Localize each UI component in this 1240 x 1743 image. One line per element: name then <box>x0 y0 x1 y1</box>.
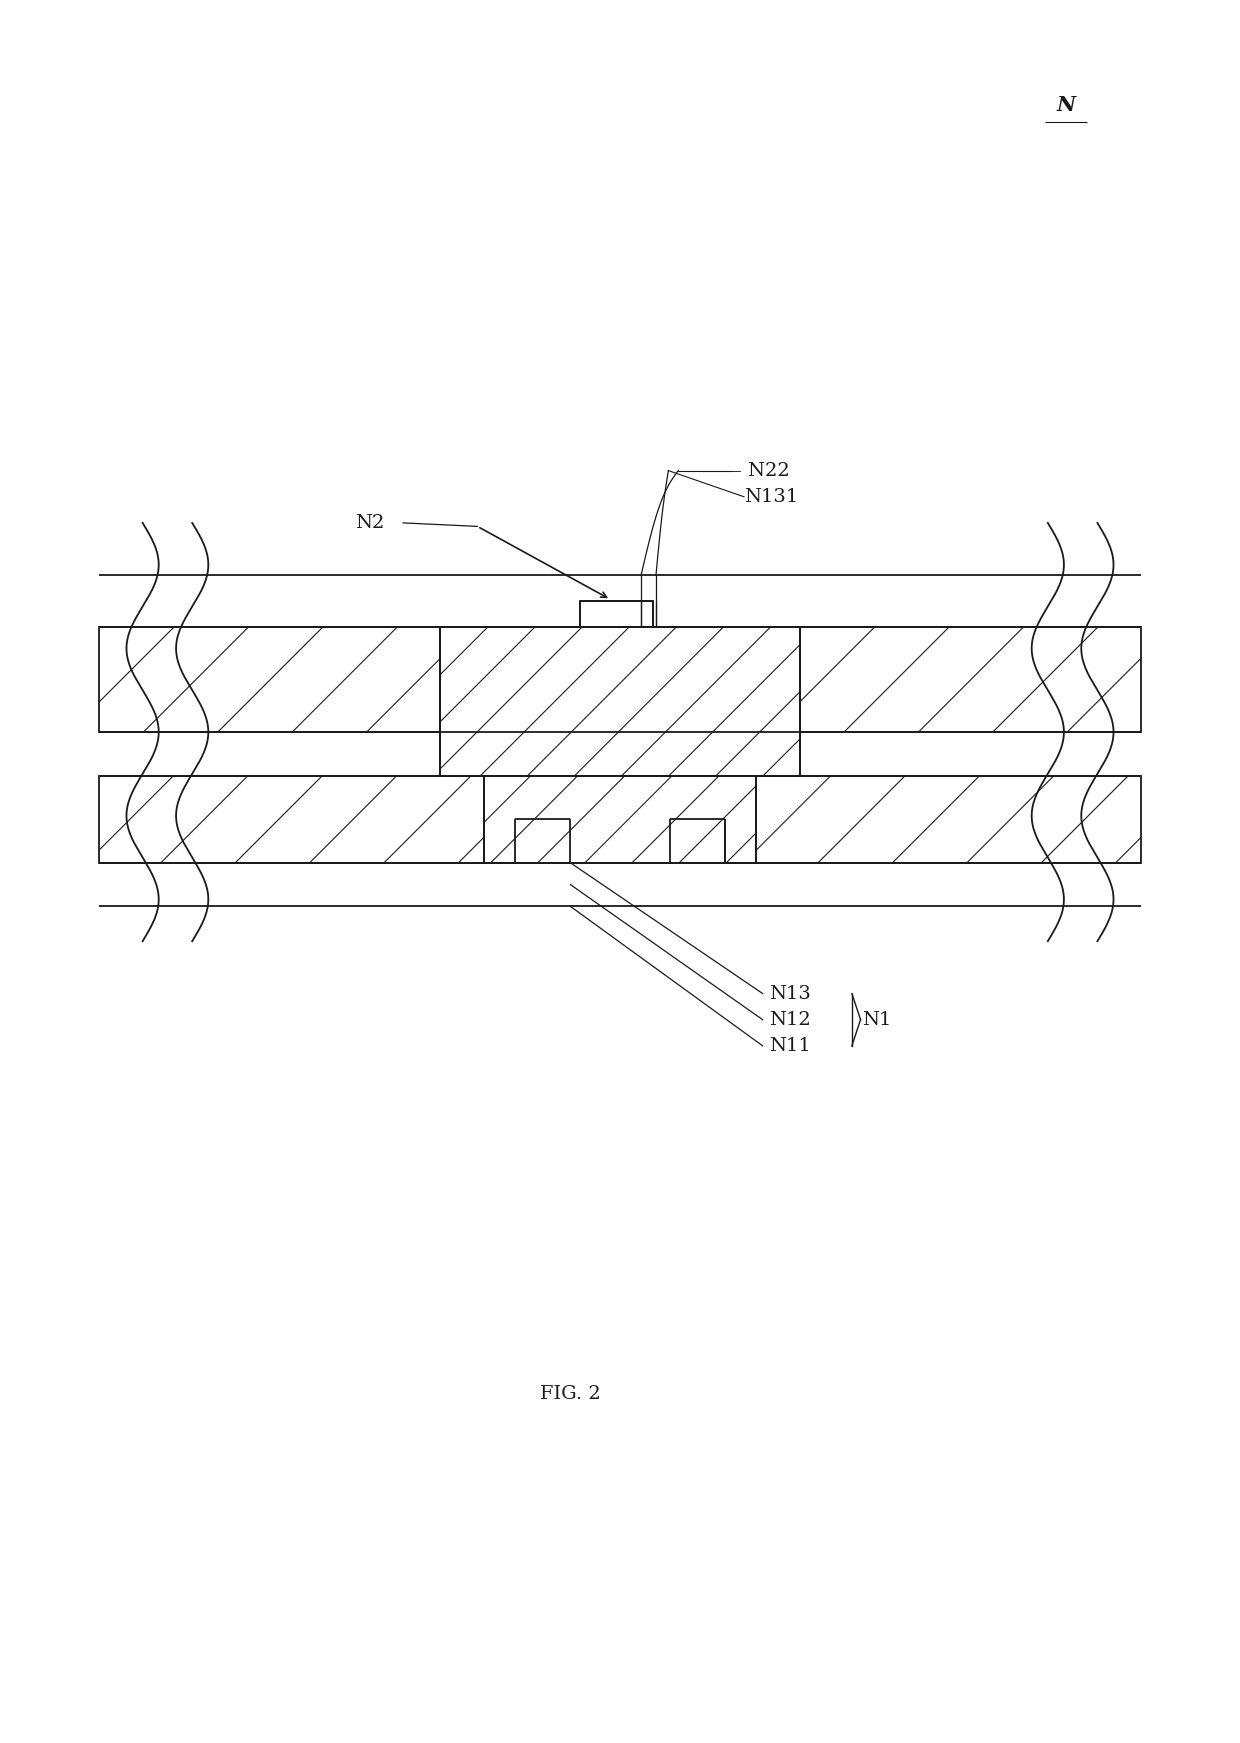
Polygon shape <box>756 776 1141 863</box>
Polygon shape <box>800 627 1141 732</box>
Polygon shape <box>484 776 756 863</box>
Polygon shape <box>580 601 653 627</box>
Text: N11: N11 <box>769 1037 811 1055</box>
Text: N131: N131 <box>744 488 799 505</box>
Polygon shape <box>99 627 440 732</box>
Text: FIG. 2: FIG. 2 <box>541 1386 600 1403</box>
Text: – N22: – N22 <box>732 462 790 479</box>
Text: N: N <box>1056 94 1076 115</box>
Text: N13: N13 <box>769 985 811 1002</box>
Polygon shape <box>99 776 484 863</box>
Text: N1: N1 <box>862 1011 892 1028</box>
Text: N2: N2 <box>355 514 384 532</box>
Polygon shape <box>440 627 800 776</box>
Text: N12: N12 <box>769 1011 811 1028</box>
